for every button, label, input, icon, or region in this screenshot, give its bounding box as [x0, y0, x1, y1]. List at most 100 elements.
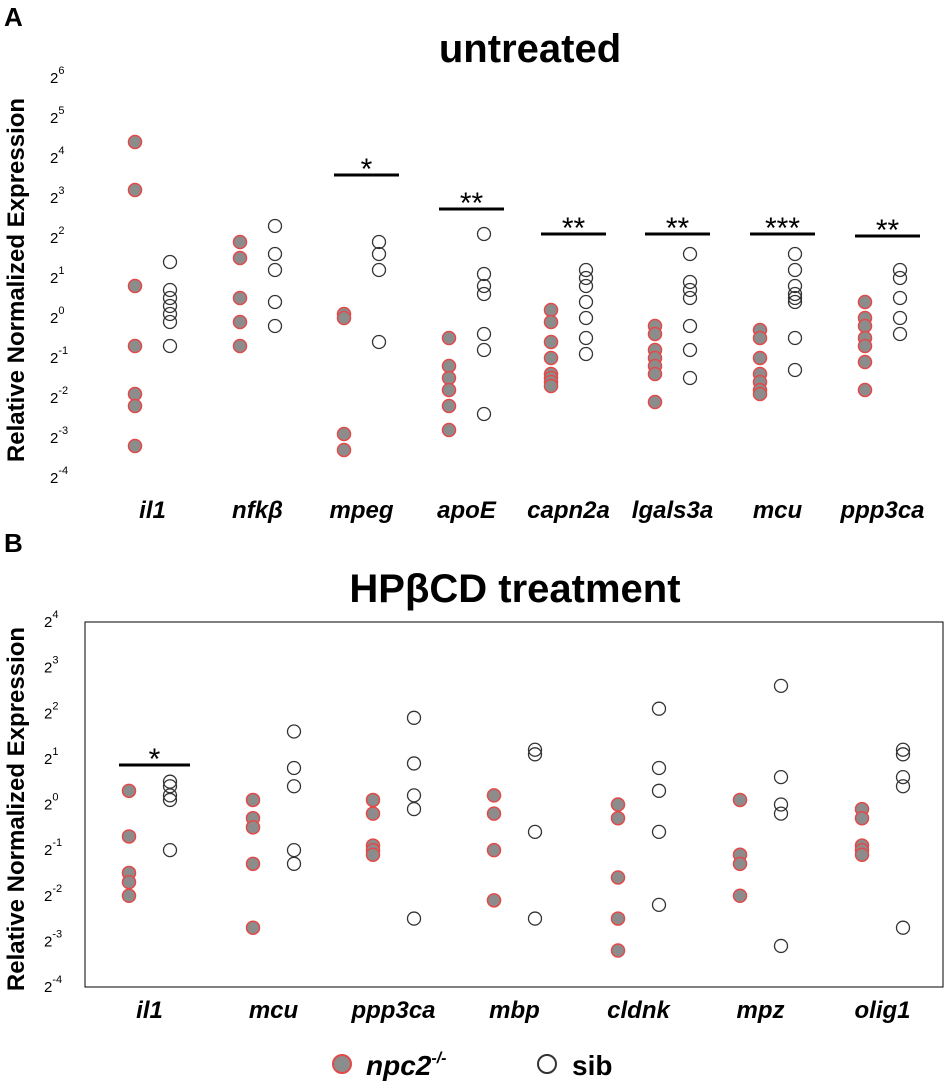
panel-a-point-sib — [787, 294, 803, 310]
panel-b-point-npc2 — [732, 792, 748, 808]
panel-a-point-npc2 — [441, 330, 457, 346]
panel-a-ytick: 25 — [50, 105, 64, 127]
panel-a-title: untreated — [439, 27, 621, 71]
panel-a-point-sib — [162, 254, 178, 270]
panel-a-point-npc2 — [857, 354, 873, 370]
panel-a-point-sib — [578, 278, 594, 294]
panel-a-point-npc2 — [441, 370, 457, 386]
panel-b-point-sib — [162, 788, 178, 803]
panel-a-ytick: 22 — [50, 225, 64, 247]
panel-b-point-npc2 — [245, 820, 261, 835]
panel-b-point-sib — [406, 801, 422, 817]
panel-a-point-sib — [162, 282, 178, 298]
panel-a-point-npc2 — [441, 398, 457, 414]
panel-a-point-npc2 — [543, 334, 559, 350]
panel-b-point-npc2 — [854, 810, 870, 826]
panel-b-point-sib — [527, 911, 543, 926]
panel-a-ytick: 2-1 — [50, 345, 68, 367]
panel-a-point-npc2 — [127, 386, 143, 402]
panel-a-ytick: 2-4 — [50, 465, 68, 487]
panel-b-point-sib — [286, 724, 302, 739]
panel-b-point-sib — [162, 779, 178, 794]
panel-b-point-sib — [651, 701, 667, 716]
panel-b-point-npc2 — [610, 870, 626, 885]
panel-a-point-npc2 — [127, 182, 143, 198]
panel-a-point-sib — [476, 326, 492, 342]
panel-b-point-sib — [286, 842, 302, 858]
panel-b-category-label: mcu — [249, 997, 299, 1024]
legend-mutant-marker — [332, 1054, 352, 1074]
panel-a-point-npc2 — [647, 394, 663, 410]
panel-a-ytick: 23 — [50, 185, 64, 207]
panel-b-point-npc2 — [610, 810, 626, 826]
panel-b-point-sib — [651, 824, 667, 840]
panel-a-point-npc2 — [647, 326, 663, 342]
panel-a-point-sib — [267, 318, 283, 334]
panel-b-significance-stars: * — [149, 743, 161, 776]
panel-a-point-npc2 — [232, 290, 248, 306]
panel-b-point-sib — [651, 897, 667, 913]
legend-sib-label: sib — [572, 1050, 612, 1081]
panel-a-point-sib — [267, 262, 283, 278]
panel-b-point-sib — [773, 797, 789, 812]
panel-a-point-sib — [578, 294, 594, 310]
panel-a-point-sib — [682, 370, 698, 386]
panel-b-point-sib — [286, 779, 302, 794]
panel-a-point-npc2 — [441, 358, 457, 374]
panel-b-category-label: mbp — [489, 997, 540, 1024]
panel-a-point-sib — [787, 290, 803, 306]
panel-a-point-sib — [476, 278, 492, 294]
panel-a-point-npc2 — [232, 338, 248, 354]
panel-b-point-sib — [406, 911, 422, 926]
panel-b-point-npc2 — [121, 783, 137, 799]
panel-a-significance-stars: *** — [765, 212, 800, 245]
panel-a-point-npc2 — [752, 350, 768, 366]
panel-a-category-label: apoE — [437, 497, 497, 524]
legend-mutant-label: npc2-/- — [366, 1050, 446, 1081]
panel-b-point-sib — [162, 842, 178, 858]
panel-b-ytick: 23 — [44, 655, 58, 677]
panel-b-point-sib — [406, 710, 422, 725]
panel-a-point-sib — [682, 246, 698, 262]
panel-b-point-npc2 — [365, 806, 381, 821]
panel-a-point-npc2 — [127, 438, 143, 454]
panel-a-point-sib — [682, 274, 698, 290]
panel-a-significance-stars: * — [361, 153, 373, 186]
panel-b-ytick: 2-2 — [44, 883, 62, 905]
panel-a-point-sib — [892, 262, 908, 278]
panel-a-point-sib — [682, 290, 698, 306]
panel-a-point-sib — [476, 226, 492, 242]
panel-b-point-sib — [286, 856, 302, 871]
panel-b-ytick: 22 — [44, 700, 58, 722]
panel-b-point-sib — [773, 806, 789, 821]
panel-a-point-npc2 — [127, 134, 143, 150]
panel-b-ytick: 2-3 — [44, 928, 62, 950]
panel-b-point-sib — [895, 747, 911, 762]
panel-a-point-sib — [476, 406, 492, 422]
panel-b-category-label: ppp3ca — [350, 997, 435, 1024]
panel-a-ytick: 21 — [50, 265, 64, 287]
panel-a-point-sib — [267, 218, 283, 234]
panel-a-point-npc2 — [857, 338, 873, 354]
legend: npc2-/- sib — [332, 1050, 612, 1081]
panel-a-ytick: 24 — [50, 145, 64, 167]
panel-a-point-npc2 — [543, 314, 559, 330]
panel-a-point-sib — [476, 266, 492, 282]
panel-a-point-sib — [162, 298, 178, 314]
panel-a-point-sib — [578, 346, 594, 362]
panel-b-point-sib — [773, 678, 789, 694]
panel-a-point-sib — [162, 338, 178, 354]
panel-a-point-sib — [787, 262, 803, 278]
panel-b-ytick: 20 — [44, 792, 58, 814]
panel-b-point-npc2 — [245, 792, 261, 808]
panel-a-point-npc2 — [232, 250, 248, 266]
panel-a-ytick: 26 — [50, 65, 64, 87]
panel-b-frame — [84, 621, 944, 988]
panel-a-category-label: mcu — [753, 497, 803, 524]
panel-a-point-sib — [267, 294, 283, 310]
panel-b-point-npc2 — [365, 847, 381, 862]
legend-sib-marker — [537, 1054, 557, 1074]
panel-a-significance-stars: ** — [562, 212, 586, 245]
panel-a-point-npc2 — [647, 366, 663, 382]
panel-b-title: HPβCD treatment — [349, 567, 680, 611]
